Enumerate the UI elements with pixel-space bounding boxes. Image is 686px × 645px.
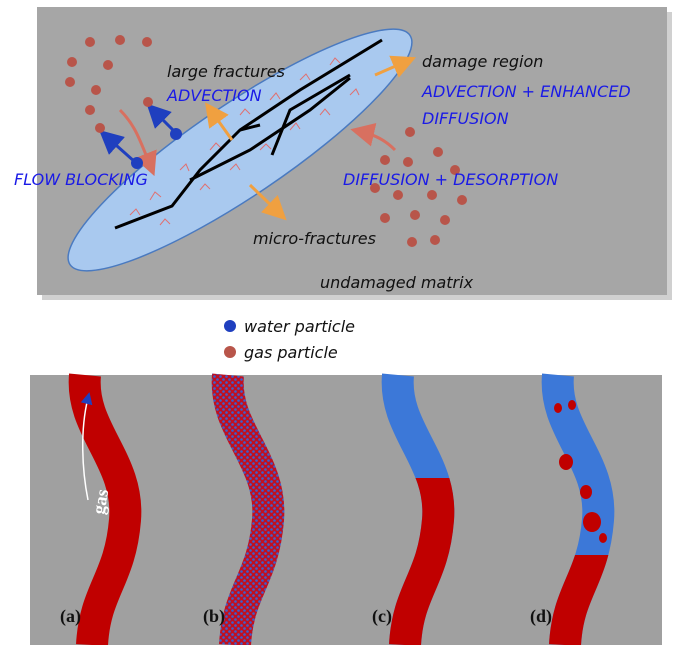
panel-label: (d) (530, 606, 552, 627)
label: large fractures (167, 62, 285, 81)
label: ADVECTION + ENHANCED (421, 82, 631, 101)
flow-label: gas (88, 488, 112, 516)
label: FLOW BLOCKING (14, 170, 148, 189)
panel-label: (a) (60, 606, 81, 627)
panel-label: (b) (203, 606, 225, 627)
page: {"top_panel": {"large_fractures": "large… (0, 0, 686, 645)
legend-label: water particle (244, 317, 355, 336)
label: DIFFUSION + DESORPTION (343, 170, 558, 189)
legend-swatch (224, 346, 236, 358)
label: DIFFUSION (422, 109, 509, 128)
label: undamaged matrix (320, 273, 474, 292)
legend-swatch (224, 320, 236, 332)
label: damage region (422, 52, 543, 71)
figure: large fractures ADVECTION damage region … (0, 0, 686, 645)
legend-label: gas particle (244, 343, 338, 362)
label: ADVECTION (166, 86, 262, 105)
label: micro-fractures (253, 229, 376, 248)
panel-label: (c) (372, 606, 392, 627)
